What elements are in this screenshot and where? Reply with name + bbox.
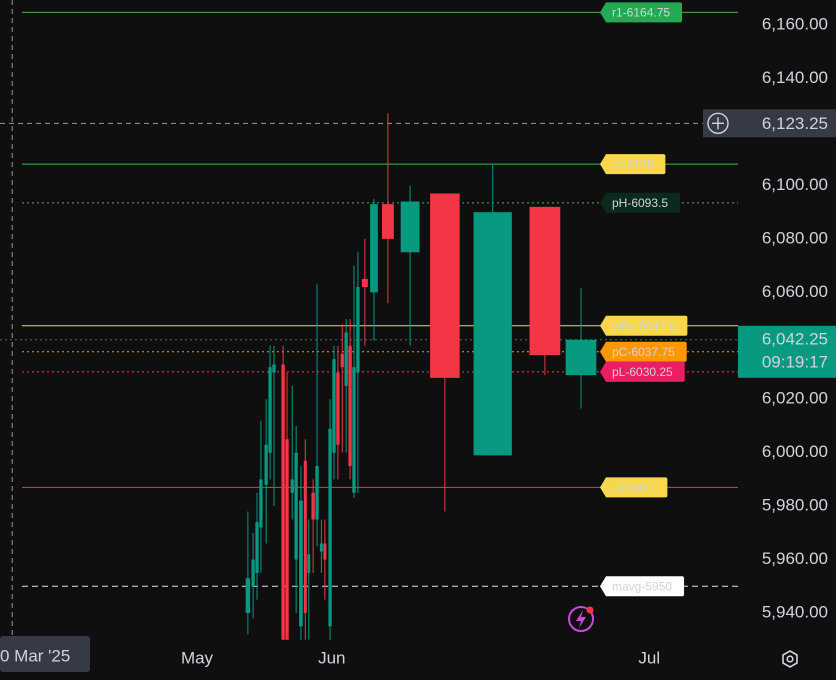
y-tick-label: 5,940.00 — [762, 602, 828, 621]
level-tag: wPv-6047.5 — [600, 315, 688, 336]
candle-body — [473, 212, 512, 456]
candle-body — [311, 492, 315, 520]
settings-icon[interactable] — [782, 650, 798, 668]
candle-body — [356, 286, 360, 373]
candle-body — [336, 372, 340, 445]
level-label-bg — [600, 341, 687, 362]
crosshair-time-bg — [0, 636, 90, 672]
level-tag: pL-6030.25 — [600, 361, 685, 382]
y-tick-label: 5,960.00 — [762, 549, 828, 568]
candle-body — [303, 460, 307, 614]
level-label-bg — [600, 2, 683, 23]
level-label: ps-5987 — [612, 481, 656, 495]
level-label: pH-6093.5 — [612, 196, 668, 210]
y-tick-label: 6,020.00 — [762, 389, 828, 408]
y-tick-label: 6,060.00 — [762, 282, 828, 301]
level-label: mavg-5950 — [612, 579, 672, 593]
level-label-bg — [600, 576, 685, 597]
candle-body — [255, 522, 259, 573]
level-tag: r1-6164.75 — [600, 2, 683, 23]
level-label: pr-6108 — [612, 157, 654, 171]
candle-body — [430, 193, 460, 378]
candle-body — [285, 439, 289, 640]
y-tick-label: 6,140.00 — [762, 68, 828, 87]
last-price-bg — [738, 325, 836, 378]
level-label-bg — [600, 154, 666, 175]
level-label: pL-6030.25 — [612, 365, 673, 379]
level-tag: pr-6108 — [600, 154, 666, 175]
level-tag: pH-6093.5 — [600, 192, 681, 213]
add-alert-button[interactable] — [707, 112, 729, 135]
y-tick-label: 6,000.00 — [762, 442, 828, 461]
level-label: r1-6164.75 — [612, 6, 670, 20]
x-tick-label: May — [181, 648, 214, 667]
plot-area — [0, 0, 738, 640]
last-price-label: 6,042.25 — [762, 329, 828, 348]
y-tick-label: 6,160.00 — [762, 15, 828, 34]
crosshair-time-label: 0 Mar '25 — [0, 646, 70, 665]
candle-body — [361, 278, 368, 287]
candle-body — [370, 204, 378, 293]
level-label: pC-6037.75 — [612, 345, 675, 359]
candle-body — [294, 452, 298, 560]
level-label-bg — [600, 361, 685, 382]
candle-body — [382, 204, 394, 239]
candle-body — [344, 332, 348, 386]
candle-body — [264, 444, 268, 485]
candle-body — [281, 364, 285, 640]
candle-body — [251, 559, 255, 587]
candle-body — [290, 479, 294, 493]
candle-body — [268, 367, 272, 453]
candle-body — [348, 345, 352, 467]
candle-body — [319, 543, 323, 552]
overlay: r1-6164.75 pr-6108 pH-6093.5 wPv-6047.5 pC-6… — [600, 2, 688, 597]
level-tag: ps-5987 — [600, 477, 668, 498]
crosshair-price-label: 6,123.25 — [762, 114, 828, 133]
candle-body — [352, 367, 356, 493]
add-alert-plus — [712, 117, 724, 130]
level-label-bg — [600, 192, 681, 213]
crosshair-price-bg — [703, 109, 836, 138]
candle-body — [340, 353, 344, 368]
y-tick-label: 5,980.00 — [762, 496, 828, 515]
candle-body — [529, 206, 561, 356]
y-tick-label: 6,080.00 — [762, 228, 828, 247]
candle-body — [328, 428, 332, 627]
candle-body — [323, 543, 327, 560]
candle-body — [565, 339, 597, 376]
x-tick-label: Jul — [638, 648, 660, 667]
candle-body — [259, 479, 263, 528]
candle-body — [307, 554, 311, 573]
x-tick-label: Jun — [318, 648, 345, 667]
candle-body — [315, 466, 319, 520]
candle-body — [332, 359, 336, 453]
candle-body — [272, 364, 276, 373]
level-label-bg — [600, 477, 668, 498]
candle-body — [299, 500, 303, 627]
level-label-bg — [600, 315, 688, 336]
candle-body — [400, 201, 420, 253]
candle-body — [245, 578, 251, 614]
level-tag: mavg-5950 — [600, 576, 685, 597]
countdown-label: 09:19:17 — [762, 352, 828, 371]
level-tag: pC-6037.75 — [600, 341, 687, 362]
lightning-icon[interactable] — [568, 606, 594, 632]
level-label: wPv-6047.5 — [611, 319, 676, 333]
y-tick-label: 6,100.00 — [762, 175, 828, 194]
